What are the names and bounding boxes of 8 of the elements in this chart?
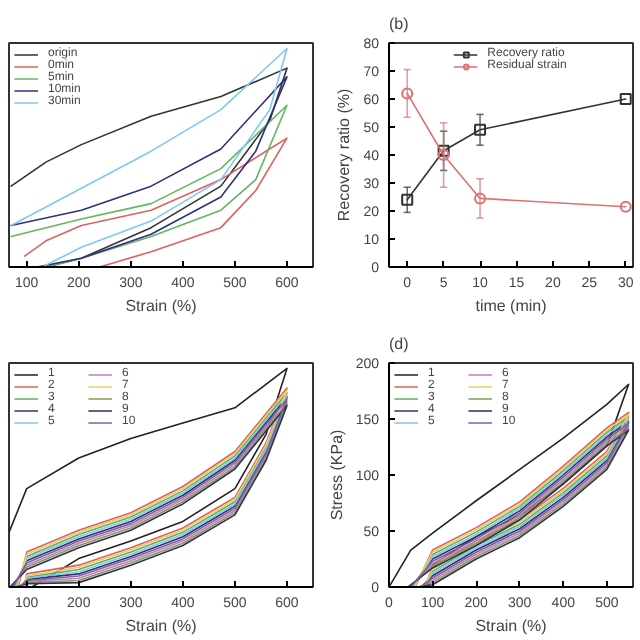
chart-title: (d) [389, 335, 410, 353]
x-axis-title: Strain (%) [475, 617, 548, 635]
x-axis-title: Strain (%) [125, 617, 198, 635]
x-axis-title: Strain (%) [125, 297, 198, 315]
chart-title: (b) [389, 15, 410, 33]
x-axis-title: time (min) [475, 297, 548, 315]
y-axis-title: Recovery ratio (%) [335, 88, 354, 222]
y-axis-title: Stress (KPa) [327, 428, 346, 521]
